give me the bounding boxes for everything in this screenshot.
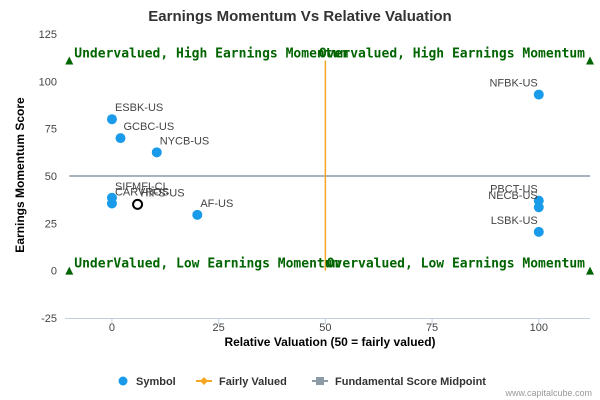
legend-fairly-valued-marker	[200, 377, 208, 385]
data-point[interactable]	[115, 133, 126, 144]
quadrant-label: Overvalued, High Earnings Momentum	[319, 47, 585, 62]
quadrant-label: Undervalued, High Earnings Momentum	[74, 47, 348, 62]
data-point[interactable]	[533, 202, 544, 213]
quadrant-marker	[65, 266, 74, 275]
quadrant-marker	[65, 56, 74, 65]
data-point[interactable]	[533, 89, 544, 100]
data-point-label: GCBC-US	[123, 121, 174, 133]
data-point-label: SIFMFI-CL	[115, 181, 169, 193]
axes: 0 25 50 75 100 125 100 75 50 25 0 -25	[39, 29, 590, 334]
data-point-label: NYCB-US	[160, 135, 210, 147]
quadrant-label: UnderValued, Low Earnings Momentum	[74, 257, 340, 272]
data-point-label: HIFS-US	[141, 187, 185, 199]
legend-item-fairly-valued[interactable]: Fairly Valued	[196, 376, 287, 388]
x-tick-label: 0	[109, 322, 115, 334]
legend-symbol-label: Symbol	[136, 376, 176, 388]
data-point-label: ESBK-US	[115, 102, 163, 114]
data-point[interactable]	[192, 209, 203, 220]
legend-item-midpoint[interactable]: Fundamental Score Midpoint	[312, 376, 486, 388]
y-tick-label: 25	[45, 218, 57, 230]
y-tick-label: -25	[41, 313, 57, 325]
quadrant-marker	[586, 56, 594, 65]
chart-title: Earnings Momentum Vs Relative Valuation	[148, 8, 451, 25]
x-tick-label: 75	[426, 322, 438, 334]
legend-symbol-marker	[118, 376, 128, 386]
data-point-label: NFBK-US	[489, 78, 537, 90]
data-point-label: LSBK-US	[491, 215, 538, 227]
data-point-label: CARVROS	[115, 186, 169, 198]
legend-midpoint-label: Fundamental Score Midpoint	[335, 376, 486, 388]
x-tick-label: 25	[213, 322, 225, 334]
data-point[interactable]	[106, 114, 117, 125]
data-point-label: AF-US	[200, 198, 233, 210]
reference-lines	[69, 60, 590, 271]
y-tick-label: 75	[45, 124, 57, 136]
data-point-label: NECB-US	[488, 190, 538, 202]
x-tick-label: 50	[319, 322, 331, 334]
quadrant-label: Overvalued, Low Earnings Momentum	[327, 257, 585, 272]
data-point[interactable]	[106, 198, 117, 209]
data-point[interactable]	[533, 226, 544, 237]
legend-fairly-valued-label: Fairly Valued	[219, 376, 287, 388]
quadrant-labels: Undervalued, High Earnings MomentumOverv…	[65, 47, 594, 275]
y-tick-label: 100	[39, 76, 57, 88]
data-point-label: PBCT-US	[490, 184, 538, 196]
data-point[interactable]	[151, 147, 162, 158]
legend-midpoint-marker	[316, 377, 324, 385]
data-point-highlighted[interactable]	[132, 198, 144, 210]
y-axis-title: Earnings Momentum Score	[13, 97, 27, 253]
y-tick-label: 50	[45, 171, 57, 183]
data-points: ESBK-US GCBC-US NYCB-US SIFMFI-CLCARVROSHIF…	[106, 78, 544, 237]
credit-text: www.capitalcube.com	[504, 388, 592, 398]
x-axis-title: Relative Valuation (50 = fairly valued)	[224, 335, 435, 349]
y-tick-label: 125	[39, 29, 57, 41]
legend-item-symbol[interactable]: Symbol	[118, 376, 176, 388]
legend[interactable]: Symbol Fairly Valued Fundamental Score Mid…	[118, 376, 487, 388]
quadrant-marker	[586, 266, 594, 275]
y-tick-label: 0	[51, 266, 57, 278]
x-tick-label: 100	[530, 322, 548, 334]
